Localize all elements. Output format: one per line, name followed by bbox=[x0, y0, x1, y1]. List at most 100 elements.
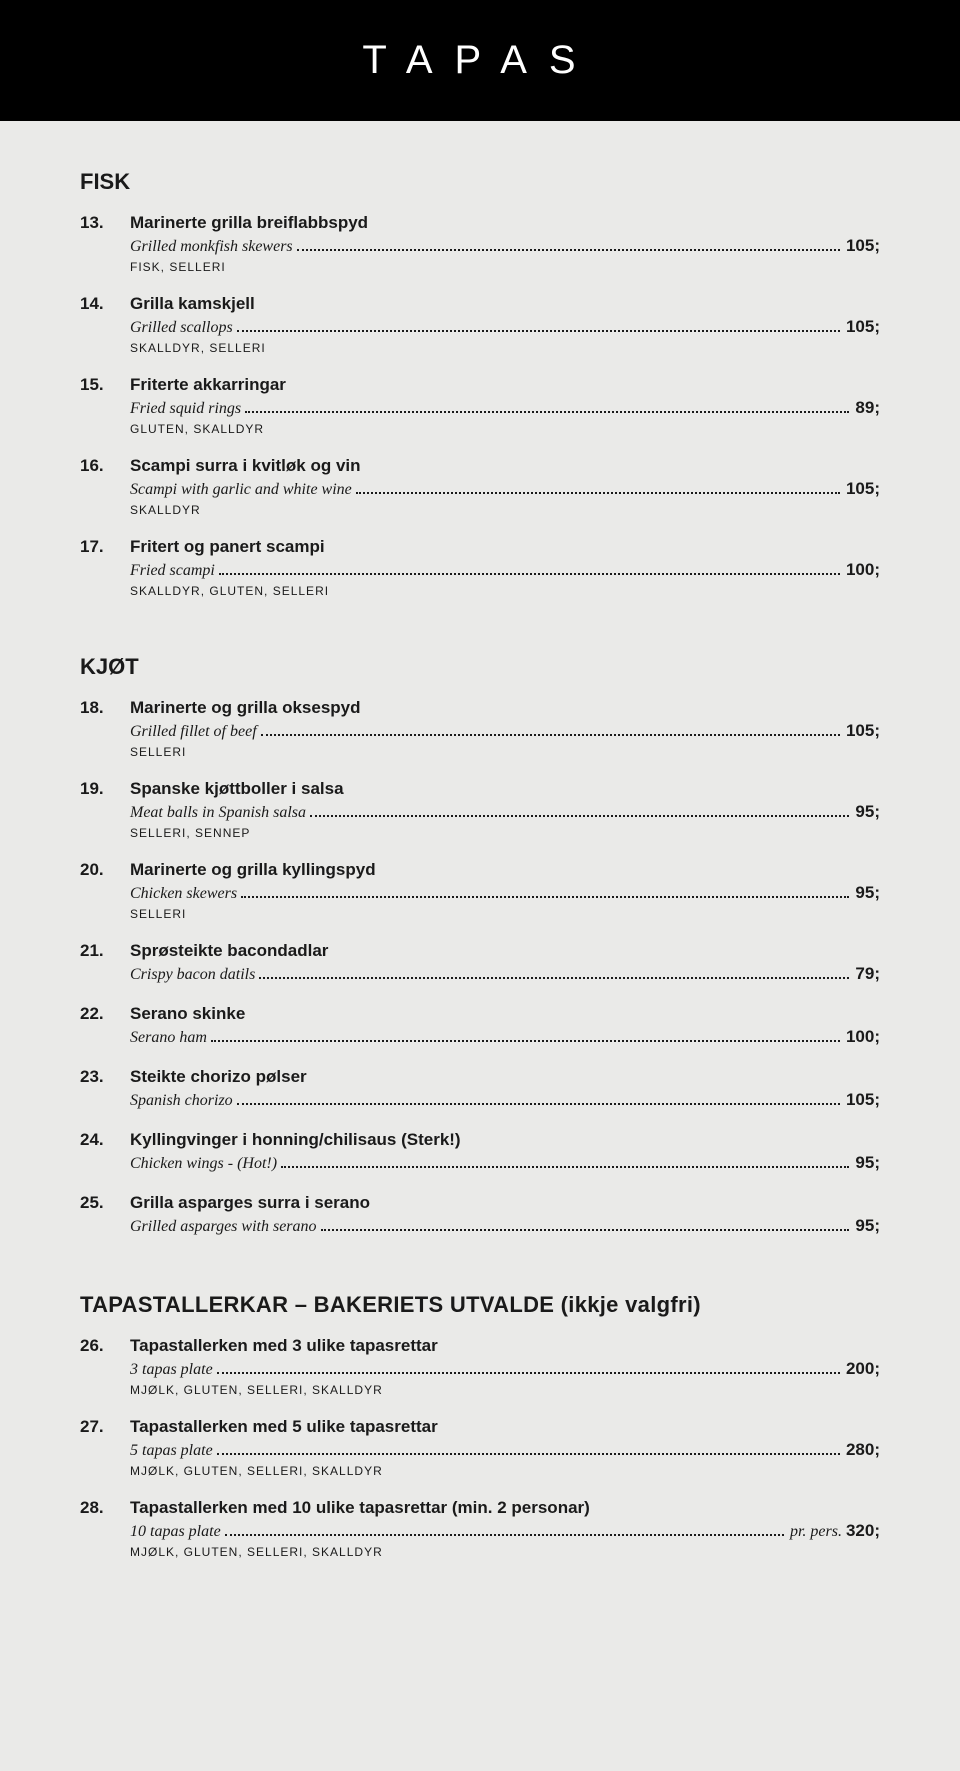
section-heading-tapastallerkar: TAPASTALLERKAR – BAKERIETS UTVALDE (ikkj… bbox=[80, 1292, 880, 1318]
item-subtitle: Grilled fillet of beef bbox=[130, 723, 257, 741]
item-subtitle: 5 tapas plate bbox=[130, 1442, 213, 1460]
item-price: pr. pers. 320; bbox=[790, 1521, 880, 1541]
item-allergens: SELLERI bbox=[130, 745, 880, 759]
menu-item: 14. Grilla kamskjell Grilled scallops105… bbox=[80, 294, 880, 355]
item-allergens: SKALLDYR, GLUTEN, SELLERI bbox=[130, 584, 880, 598]
item-price: 79; bbox=[855, 964, 880, 984]
leader-dots bbox=[297, 249, 840, 251]
item-name: Marinerte og grilla oksespyd bbox=[130, 698, 361, 718]
item-price: 95; bbox=[855, 802, 880, 822]
item-number: 22. bbox=[80, 1004, 130, 1047]
item-number: 20. bbox=[80, 860, 130, 921]
item-number: 24. bbox=[80, 1130, 130, 1173]
item-price: 105; bbox=[846, 1090, 880, 1110]
leader-dots bbox=[261, 734, 840, 736]
menu-item: 17. Fritert og panert scampi Fried scamp… bbox=[80, 537, 880, 598]
item-name: Spanske kjøttboller i salsa bbox=[130, 779, 344, 799]
item-subtitle: Spanish chorizo bbox=[130, 1092, 233, 1110]
item-allergens: MJØLK, GLUTEN, SELLERI, SKALLDYR bbox=[130, 1464, 880, 1478]
item-allergens: SKALLDYR, SELLERI bbox=[130, 341, 880, 355]
menu-item: 19. Spanske kjøttboller i salsa Meat bal… bbox=[80, 779, 880, 840]
menu-item: 24. Kyllingvinger i honning/chilisaus (S… bbox=[80, 1130, 880, 1173]
item-subtitle: Grilled monkfish skewers bbox=[130, 238, 293, 256]
menu-item: 22. Serano skinke Serano ham 100; bbox=[80, 1004, 880, 1047]
price-value: 320; bbox=[846, 1521, 880, 1540]
item-price: 280; bbox=[846, 1440, 880, 1460]
item-subtitle: Grilled scallops bbox=[130, 319, 233, 337]
item-allergens: GLUTEN, SKALLDYR bbox=[130, 422, 880, 436]
item-subtitle: Fried scampi bbox=[130, 562, 215, 580]
item-price: 95; bbox=[855, 883, 880, 903]
item-number: 15. bbox=[80, 375, 130, 436]
item-name: Marinerte grilla breiflabbspyd bbox=[130, 213, 368, 233]
item-name: Steikte chorizo pølser bbox=[130, 1067, 307, 1087]
menu-item: 20. Marinerte og grilla kyllingspyd Chic… bbox=[80, 860, 880, 921]
leader-dots bbox=[219, 573, 840, 575]
item-price: 105; bbox=[846, 721, 880, 741]
leader-dots bbox=[245, 411, 849, 413]
item-price: 105; bbox=[846, 479, 880, 499]
item-allergens: SKALLDYR bbox=[130, 503, 880, 517]
item-name: Tapastallerken med 3 ulike tapasrettar bbox=[130, 1336, 438, 1356]
item-number: 21. bbox=[80, 941, 130, 984]
item-price: 105; bbox=[846, 236, 880, 256]
item-number: 28. bbox=[80, 1498, 130, 1559]
leader-dots bbox=[211, 1040, 840, 1042]
item-allergens: MJØLK, GLUTEN, SELLERI, SKALLDYR bbox=[130, 1545, 880, 1559]
item-name: Grilla asparges surra i serano bbox=[130, 1193, 370, 1213]
item-number: 23. bbox=[80, 1067, 130, 1110]
leader-dots bbox=[259, 977, 849, 979]
item-price: 200; bbox=[846, 1359, 880, 1379]
item-name: Serano skinke bbox=[130, 1004, 245, 1024]
item-price: 89; bbox=[855, 398, 880, 418]
leader-dots bbox=[310, 815, 849, 817]
item-subtitle: Scampi with garlic and white wine bbox=[130, 481, 352, 499]
item-number: 26. bbox=[80, 1336, 130, 1397]
item-price: 100; bbox=[846, 560, 880, 580]
menu-item: 21. Sprøsteikte bacondadlar Crispy bacon… bbox=[80, 941, 880, 984]
item-subtitle: Fried squid rings bbox=[130, 400, 241, 418]
price-prefix: pr. pers. bbox=[790, 1523, 846, 1540]
section-heading-kjot: KJØT bbox=[80, 654, 880, 680]
leader-dots bbox=[321, 1229, 850, 1231]
menu-content: FISK 13. Marinerte grilla breiflabbspyd … bbox=[0, 121, 960, 1639]
item-number: 14. bbox=[80, 294, 130, 355]
item-allergens: SELLERI, SENNEP bbox=[130, 826, 880, 840]
item-name: Friterte akkarringar bbox=[130, 375, 286, 395]
leader-dots bbox=[356, 492, 840, 494]
item-number: 19. bbox=[80, 779, 130, 840]
leader-dots bbox=[241, 896, 849, 898]
leader-dots bbox=[225, 1534, 784, 1536]
item-number: 18. bbox=[80, 698, 130, 759]
leader-dots bbox=[237, 330, 840, 332]
item-allergens: SELLERI bbox=[130, 907, 880, 921]
item-price: 95; bbox=[855, 1216, 880, 1236]
item-subtitle: Grilled asparges with serano bbox=[130, 1218, 317, 1236]
item-allergens: FISK, SELLERI bbox=[130, 260, 880, 274]
menu-item: 16. Scampi surra i kvitløk og vin Scampi… bbox=[80, 456, 880, 517]
item-subtitle: Meat balls in Spanish salsa bbox=[130, 804, 306, 822]
item-name: Marinerte og grilla kyllingspyd bbox=[130, 860, 376, 880]
item-number: 17. bbox=[80, 537, 130, 598]
item-name: Grilla kamskjell bbox=[130, 294, 255, 314]
item-name: Sprøsteikte bacondadlar bbox=[130, 941, 328, 961]
item-subtitle: Chicken wings - (Hot!) bbox=[130, 1155, 277, 1173]
item-subtitle: Serano ham bbox=[130, 1029, 207, 1047]
menu-item: 26. Tapastallerken med 3 ulike tapasrett… bbox=[80, 1336, 880, 1397]
item-price: 100; bbox=[846, 1027, 880, 1047]
item-name: Tapastallerken med 5 ulike tapasrettar bbox=[130, 1417, 438, 1437]
item-subtitle: Chicken skewers bbox=[130, 885, 237, 903]
item-number: 13. bbox=[80, 213, 130, 274]
leader-dots bbox=[237, 1103, 840, 1105]
item-subtitle: Crispy bacon datils bbox=[130, 966, 255, 984]
menu-item: 15. Friterte akkarringar Fried squid rin… bbox=[80, 375, 880, 436]
menu-item: 23. Steikte chorizo pølser Spanish chori… bbox=[80, 1067, 880, 1110]
leader-dots bbox=[217, 1453, 840, 1455]
item-name: Kyllingvinger i honning/chilisaus (Sterk… bbox=[130, 1130, 461, 1150]
item-number: 25. bbox=[80, 1193, 130, 1236]
item-name: Scampi surra i kvitløk og vin bbox=[130, 456, 361, 476]
item-number: 16. bbox=[80, 456, 130, 517]
item-subtitle: 3 tapas plate bbox=[130, 1361, 213, 1379]
item-subtitle: 10 tapas plate bbox=[130, 1523, 221, 1541]
leader-dots bbox=[281, 1166, 849, 1168]
